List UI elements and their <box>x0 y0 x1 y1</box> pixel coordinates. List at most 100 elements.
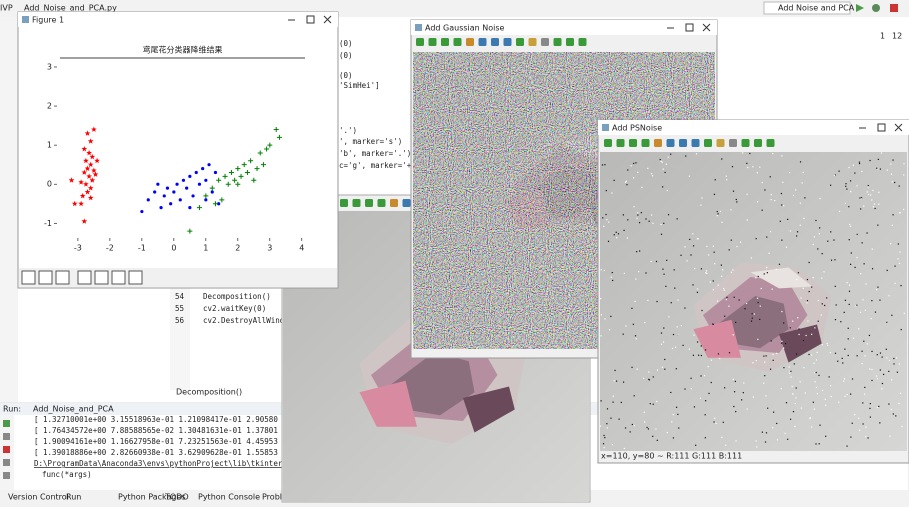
noise-dot <box>848 206 850 208</box>
psnoise-window: Add PSNoise x=110, y=80 ~ R:111 G:111 B:1… <box>597 119 909 464</box>
toolbar-button[interactable] <box>390 199 398 207</box>
noise-dot <box>799 224 801 226</box>
noise-dot <box>867 437 869 439</box>
bottom-tab[interactable]: Version Control <box>8 493 69 502</box>
noise-dot <box>880 152 883 154</box>
bottom-tab[interactable]: Python Console <box>198 493 260 502</box>
toolbar-button[interactable] <box>377 199 386 207</box>
toolbar-button[interactable] <box>604 139 612 147</box>
toolbar-button[interactable] <box>729 139 737 147</box>
run-tool-icon[interactable] <box>3 420 10 427</box>
noise-dot <box>667 214 670 216</box>
noise-dot <box>608 221 610 223</box>
run-tool-icon[interactable] <box>3 433 10 440</box>
toolbar-button[interactable] <box>629 139 637 147</box>
maximize-button[interactable] <box>877 123 886 132</box>
point <box>89 153 96 160</box>
toolbar-button[interactable] <box>466 38 474 46</box>
noise-dot <box>746 219 748 221</box>
maximize-button[interactable] <box>306 15 315 24</box>
debug-icon[interactable] <box>872 4 880 12</box>
stop-icon[interactable] <box>890 4 898 12</box>
noise-dot <box>830 395 832 398</box>
save-button[interactable] <box>128 270 143 285</box>
toolbar-button[interactable] <box>578 38 587 46</box>
toolbar-button[interactable] <box>704 139 712 147</box>
run-tool-icon[interactable] <box>3 459 10 466</box>
noise-dot <box>861 170 863 173</box>
toolbar-button[interactable] <box>691 139 700 147</box>
toolbar-button[interactable] <box>616 139 625 147</box>
noise-dot <box>634 335 637 337</box>
toolbar-button[interactable] <box>340 199 348 207</box>
toolbar-button[interactable] <box>741 139 750 147</box>
noise-dot <box>618 418 620 420</box>
noise-dot <box>850 191 852 193</box>
run-config-box[interactable] <box>763 1 851 15</box>
point <box>244 169 250 175</box>
noise-dot <box>891 314 893 316</box>
toolbar-button[interactable] <box>641 139 650 147</box>
home-button[interactable] <box>21 270 36 285</box>
noise-dot <box>746 408 748 410</box>
title-bar <box>18 12 338 27</box>
status-text: x=110, y=80 ~ R:111 G:111 B:111 <box>601 452 742 461</box>
run-tool-icon[interactable] <box>3 446 10 453</box>
close-button[interactable] <box>894 123 903 132</box>
noise-dot <box>765 432 768 434</box>
back-button[interactable] <box>38 270 53 285</box>
point <box>204 198 208 202</box>
toolbar-button[interactable] <box>528 38 537 46</box>
toolbar-button[interactable] <box>453 38 462 46</box>
close-button[interactable] <box>323 15 332 24</box>
toolbar-button[interactable] <box>716 139 725 147</box>
noise-dot <box>794 425 796 428</box>
noise-dot <box>846 188 848 190</box>
toolbar-button[interactable] <box>654 139 662 147</box>
toolbar-button[interactable] <box>416 38 424 46</box>
toolbar-button[interactable] <box>566 38 574 46</box>
bottom-tab[interactable]: Python Packages <box>118 493 186 502</box>
close-button[interactable] <box>702 23 711 32</box>
toolbar-button[interactable] <box>402 199 411 207</box>
toolbar-button[interactable] <box>679 139 687 147</box>
noise-dot <box>650 173 653 175</box>
point <box>71 200 78 207</box>
toolbar-button[interactable] <box>666 139 675 147</box>
point <box>207 163 211 167</box>
noise-dot <box>892 214 894 216</box>
noise-dot <box>885 348 887 350</box>
run-icon[interactable] <box>856 4 864 12</box>
noise-dot <box>864 355 866 357</box>
noise-dot <box>785 246 788 248</box>
maximize-button[interactable] <box>685 23 694 32</box>
forward-button[interactable] <box>55 270 70 285</box>
pan-button[interactable] <box>77 270 92 285</box>
toolbar-button[interactable] <box>754 139 762 147</box>
toolbar-button[interactable] <box>553 38 562 46</box>
toolbar-button[interactable] <box>491 38 499 46</box>
toolbar-button[interactable] <box>352 199 361 207</box>
bottom-tab[interactable]: TODO <box>164 493 189 502</box>
toolbar-button[interactable] <box>766 139 775 147</box>
noise-dot <box>859 311 862 313</box>
noise-dot <box>736 201 738 203</box>
noise-dot <box>846 282 848 284</box>
toolbar-button[interactable] <box>478 38 487 46</box>
toolbar-button[interactable] <box>428 38 437 46</box>
toolbar-button[interactable] <box>365 199 373 207</box>
toolbar-button[interactable] <box>516 38 524 46</box>
toolbar-button[interactable] <box>541 38 549 46</box>
toolbar-button[interactable] <box>503 38 512 46</box>
point <box>204 178 208 182</box>
bottom-tab[interactable]: Problems <box>262 493 299 502</box>
toolbar-button[interactable] <box>441 38 449 46</box>
noise-dot <box>670 391 672 394</box>
zoom-button[interactable] <box>94 270 109 285</box>
noise-dot <box>637 171 639 173</box>
run-tool-icon[interactable] <box>3 472 10 479</box>
noise-dot <box>731 166 734 168</box>
configure-button[interactable] <box>111 270 126 285</box>
noise-dot <box>692 354 695 356</box>
bottom-tab[interactable]: Run <box>66 493 81 502</box>
